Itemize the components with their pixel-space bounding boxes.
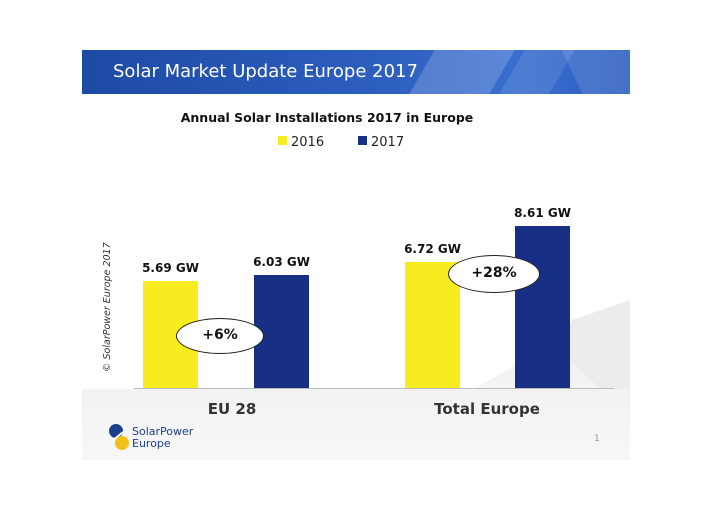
bar-total-europe-2016: [405, 261, 460, 388]
legend-swatch-2017: [358, 136, 367, 145]
value-label-total-europe-2016: 6.72 GW: [404, 241, 461, 256]
category-label-eu28: EU 28: [207, 400, 257, 418]
logo-line-1: SolarPower: [132, 425, 194, 438]
solarpower-logo-icon: [109, 424, 129, 450]
legend-label-2017: 2017: [371, 135, 405, 150]
category-band: [82, 389, 630, 460]
slide: Solar Market Update Europe 2017 Annual S…: [82, 50, 630, 460]
growth-badge-eu28: +6%: [176, 318, 264, 354]
value-label-total-europe-2017: 8.61 GW: [514, 206, 571, 221]
category-label-total-europe: Total Europe: [434, 400, 540, 418]
legend-swatch-2016: [278, 136, 287, 145]
bar-eu28-2017: [254, 274, 309, 388]
value-label-eu28-2016: 5.69 GW: [142, 261, 199, 276]
logo-line-2: Europe: [132, 437, 171, 450]
growth-badge-total-europe: +28%: [448, 255, 540, 293]
title-banner: Solar Market Update Europe 2017: [82, 50, 630, 94]
chart-title: Annual Solar Installations 2017 in Europ…: [180, 110, 474, 125]
value-label-eu28-2017: 6.03 GW: [253, 254, 310, 269]
legend-2016: 2016: [278, 135, 324, 150]
logo-wordmark: SolarPower Europe: [132, 426, 193, 450]
slide-title: Solar Market Update Europe 2017: [113, 61, 418, 82]
page-number: 1: [594, 434, 600, 444]
copyright-credit: © SolarPower Europe 2017: [102, 242, 113, 372]
legend-2017: 2017: [358, 135, 404, 150]
bar-total-europe-2017: [515, 226, 570, 388]
legend-label-2016: 2016: [291, 135, 325, 150]
x-axis-line: [134, 388, 614, 389]
